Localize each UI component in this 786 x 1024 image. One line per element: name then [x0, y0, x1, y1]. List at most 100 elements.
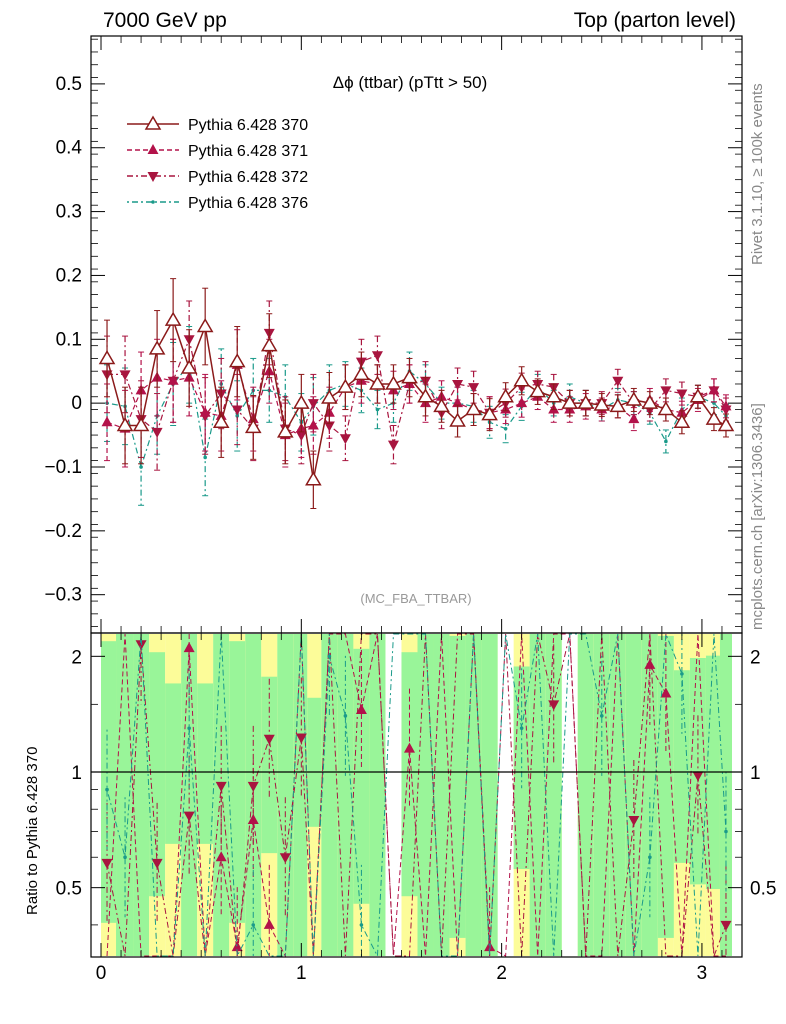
legend: Pythia 6.428 370 Pythia 6.428 371 Pythia 6… — [127, 115, 308, 212]
ratio-series-2-marker-5 — [183, 811, 195, 822]
ratio-band-green-20 — [417, 634, 434, 956]
main-series-3-marker-2 — [139, 465, 143, 469]
main-series-0-marker-19 — [401, 369, 418, 384]
main-series-1-marker-39 — [720, 400, 732, 411]
ratio-xtick-label-0: 0 — [96, 963, 107, 984]
main-series-0 — [98, 278, 735, 509]
ratio-series-1-marker-19 — [403, 742, 415, 753]
main-series-2-marker-17 — [371, 351, 383, 362]
main-series-0-marker-8 — [228, 353, 246, 368]
main-series-0-marker-3 — [148, 340, 166, 355]
main-ytick-label-0: −0.3 — [44, 585, 82, 606]
side-label-mcplots: mcplots.cern.ch [arXiv:1306.3436] — [749, 403, 766, 630]
ratio-series-2-marker-28 — [548, 700, 560, 711]
header-right: Top (parton level) — [574, 9, 736, 32]
ratio-series-3-marker-5 — [187, 726, 191, 731]
main-series-3-marker-17 — [375, 407, 380, 412]
legend-series-0-marker-0 — [144, 115, 162, 130]
main-series-3-marker-25 — [503, 426, 508, 431]
main-series-2-marker-8 — [231, 405, 243, 416]
ratio-xtick-label-2: 2 — [496, 963, 507, 984]
ratio-series-2-marker-10 — [263, 734, 275, 745]
main-series-2-marker-35 — [660, 386, 672, 397]
ratio-series-1-marker-34 — [644, 658, 656, 669]
ratio-ytick-label-1: 1 — [71, 763, 82, 784]
legend-label-2: Pythia 6.428 372 — [188, 169, 308, 186]
ratio-series-line-3 — [106, 633, 727, 958]
main-series-2-marker-22 — [452, 379, 464, 390]
legend-series-2-marker-0 — [147, 172, 159, 182]
main-ytick-label-1: −0.2 — [44, 521, 82, 542]
main-series-0-marker-10 — [260, 337, 278, 352]
ratio-series-3-marker-34 — [648, 855, 652, 860]
main-series-0-marker-33 — [625, 391, 643, 406]
main-series-0-marker-27 — [529, 383, 546, 398]
ratio-series-2-marker-7 — [215, 781, 227, 792]
ratio-band-green-13 — [307, 697, 322, 827]
ratio-error-bands — [101, 634, 732, 956]
ratio-series-3-marker-15 — [343, 714, 348, 718]
main-panel: −0.3 −0.2 −0.1 0 0.1 0.2 0.3 0.4 0.5 Δϕ (ttbar) … — [44, 35, 743, 634]
main-series-3-marker-35 — [664, 439, 668, 444]
ratio-band-green-17 — [369, 634, 386, 956]
main-series-2-marker-1 — [119, 370, 131, 381]
ratio-series-3-marker-14 — [327, 654, 332, 659]
main-series-0-marker-28 — [545, 388, 563, 403]
main-series-0-marker-9 — [244, 418, 262, 434]
legend-series-1-marker-0 — [147, 144, 159, 154]
ratio-series-1-marker-10 — [263, 918, 275, 929]
ratio-series-2-marker-0 — [101, 858, 113, 869]
main-series-line-3 — [106, 363, 727, 470]
main-ytick-label-3: 0 — [71, 393, 82, 414]
main-series-2-marker-18 — [387, 440, 399, 451]
ratio-band-green-2 — [133, 634, 150, 956]
ratio-series-3-marker-16 — [359, 923, 364, 927]
main-series-0-marker-35 — [657, 401, 675, 416]
legend-label-3: Pythia 6.428 376 — [188, 195, 308, 212]
ratio-ytick-label-right-2: 2 — [750, 647, 761, 668]
ratio-ytick-label-right-1: 1 — [750, 763, 761, 784]
ratio-series-3-marker-31 — [599, 714, 604, 718]
ratio-band-green-31 — [593, 634, 610, 956]
ratio-band-green-11 — [277, 634, 294, 956]
ratio-band-green-8 — [229, 641, 246, 923]
ratio-band-green-36 — [673, 670, 690, 863]
main-ytick-label-2: −0.1 — [44, 457, 82, 478]
ratio-band-green-0 — [101, 641, 117, 923]
ratio-panel: 0.5 0.5 1 1 2 2 0 1 2 3 Ratio to Pythia 6.428 370 — [24, 632, 776, 984]
main-series-1-marker-6 — [199, 406, 211, 417]
main-series-line-1 — [106, 362, 727, 436]
ratio-band-green-34 — [641, 634, 658, 956]
main-series-2-marker-15 — [339, 434, 351, 445]
ratio-series-3-marker-26 — [519, 726, 524, 731]
main-series-0-marker-37 — [689, 388, 707, 403]
ratio-ytick-label-right-0: 0.5 — [750, 879, 776, 900]
main-series-1-marker-38 — [708, 384, 720, 395]
main-series-0-marker-25 — [497, 388, 514, 403]
main-series-1-marker-4 — [167, 374, 179, 385]
main-series-line-2 — [107, 332, 727, 445]
ratio-band-green-33 — [625, 634, 642, 956]
main-series-2-marker-36 — [676, 389, 688, 400]
main-series-group — [98, 278, 735, 509]
main-series-0-marker-39 — [717, 416, 735, 432]
main-series-0-marker-0 — [98, 349, 116, 365]
ratio-series-2-marker-12 — [295, 733, 307, 744]
ratio-series-3 — [105, 633, 728, 958]
ratio-series-1-marker-16 — [355, 703, 367, 714]
main-series-0-marker-29 — [561, 394, 579, 409]
main-series-0-marker-21 — [433, 397, 450, 413]
main-series-2-marker-13 — [307, 399, 319, 410]
main-ytick-label-6: 0.3 — [56, 202, 82, 223]
main-series-2-marker-32 — [612, 376, 624, 387]
ratio-series-2-marker-39 — [720, 920, 732, 931]
ratio-ytick-label-2: 2 — [71, 647, 82, 668]
main-ytick-label-7: 0.4 — [56, 138, 83, 159]
ratio-series-2-marker-3 — [151, 858, 163, 869]
ratio-xtick-label-1: 1 — [296, 963, 307, 984]
main-series-0-marker-26 — [513, 372, 530, 387]
legend-label-1: Pythia 6.428 371 — [188, 143, 308, 160]
ratio-series-3-marker-39 — [724, 829, 728, 834]
ratio-band-green-12 — [293, 634, 308, 956]
